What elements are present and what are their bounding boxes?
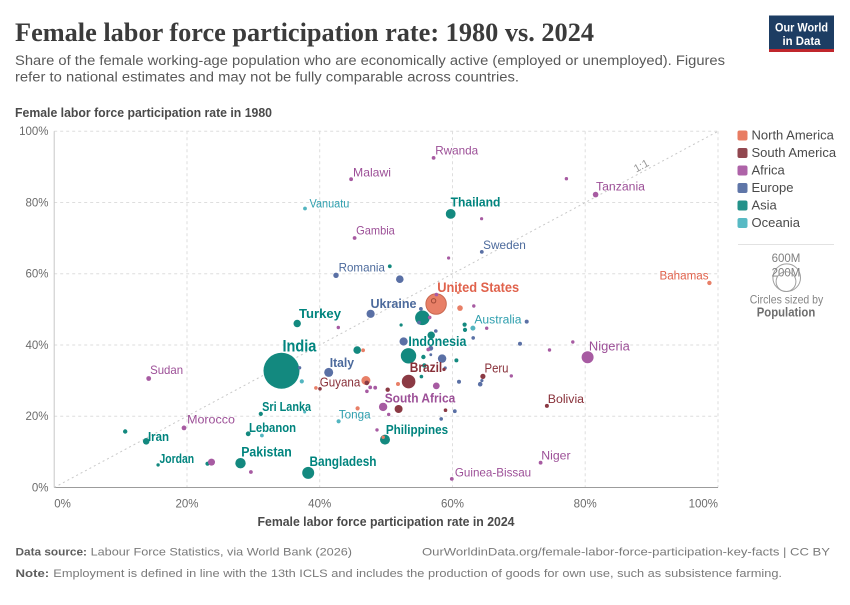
svg-text:Peru: Peru [485,362,509,376]
svg-text:Jordan: Jordan [160,452,195,466]
svg-text:600M: 600M [772,253,801,265]
svg-text:Lebanon: Lebanon [249,421,296,435]
svg-text:India: India [283,337,317,356]
svg-text:Population: Population [757,305,816,320]
svg-text:60%: 60% [25,269,48,281]
svg-text:Brazil: Brazil [410,360,442,375]
svg-text:Share of the female working-ag: Share of the female working-age populati… [15,53,725,68]
svg-text:Asia: Asia [752,198,778,213]
svg-text:Australia: Australia [474,315,522,327]
svg-text:Iran: Iran [148,430,169,444]
svg-text:Female labor force participati: Female labor force participation rate: 1… [15,18,594,47]
svg-text:Sweden: Sweden [483,238,526,252]
svg-text:200M: 200M [772,267,801,279]
svg-text:Tonga: Tonga [339,410,371,422]
svg-text:refer to national estimates an: refer to national estimates and may not … [15,70,519,85]
svg-text:South America: South America [752,145,837,160]
svg-text:Circles sized by: Circles sized by [750,293,824,307]
svg-text:0%: 0% [54,499,71,511]
svg-text:Oceania: Oceania [752,215,801,230]
svg-text:South Africa: South Africa [385,392,457,406]
svg-text:Thailand: Thailand [451,195,501,210]
svg-text:Note:: Note: [16,568,50,580]
svg-text:Data source:: Data source: [16,547,88,559]
svg-text:Gambia: Gambia [356,223,395,237]
svg-text:Bahamas: Bahamas [660,271,709,283]
svg-text:80%: 80% [574,499,597,511]
svg-text:Turkey: Turkey [299,306,342,321]
svg-text:Italy: Italy [330,356,354,370]
svg-text:Malawi: Malawi [353,165,391,179]
svg-text:Africa: Africa [752,163,786,178]
svg-text:Sudan: Sudan [150,363,183,377]
svg-text:Employment is defined in line: Employment is defined in line with the 1… [53,568,782,580]
svg-text:20%: 20% [175,499,198,511]
svg-text:Female labor force participati: Female labor force participation rate in… [15,106,272,120]
svg-text:North America: North America [752,128,835,143]
svg-text:Sri Lanka: Sri Lanka [262,399,312,414]
svg-text:OurWorldinData.org/female-labo: OurWorldinData.org/female-labor-force-pa… [422,547,831,559]
svg-text:100%: 100% [19,126,48,138]
svg-text:20%: 20% [25,411,48,423]
svg-text:Our World: Our World [775,21,828,35]
svg-text:Pakistan: Pakistan [241,445,292,460]
svg-text:Ukraine: Ukraine [371,296,417,311]
svg-text:Indonesia: Indonesia [408,334,466,349]
svg-text:Romania: Romania [339,261,386,275]
svg-text:Niger: Niger [541,450,570,462]
svg-text:60%: 60% [441,499,464,511]
svg-text:Rwanda: Rwanda [435,144,478,158]
svg-text:in Data: in Data [783,34,821,48]
svg-text:Morocco: Morocco [187,413,235,427]
svg-text:Vanuatu: Vanuatu [310,199,350,211]
svg-text:Female labor force participati: Female labor force participation rate in… [258,515,515,529]
svg-text:Guyana: Guyana [320,375,361,389]
svg-text:Bangladesh: Bangladesh [309,454,376,469]
svg-text:80%: 80% [25,197,48,209]
svg-text:0%: 0% [32,482,49,494]
svg-text:United States: United States [437,279,519,295]
svg-text:Nigeria: Nigeria [589,339,630,353]
svg-text:100%: 100% [689,499,718,511]
svg-text:Labour Force Statistics, via W: Labour Force Statistics, via World Bank … [91,547,353,559]
svg-text:Guinea-Bissau: Guinea-Bissau [455,466,531,480]
svg-text:Tanzania: Tanzania [596,182,646,194]
svg-text:Philippines: Philippines [386,422,448,437]
svg-text:40%: 40% [25,340,48,352]
svg-text:Bolivia: Bolivia [548,394,585,406]
svg-text:40%: 40% [308,499,331,511]
svg-text:Europe: Europe [752,180,794,195]
